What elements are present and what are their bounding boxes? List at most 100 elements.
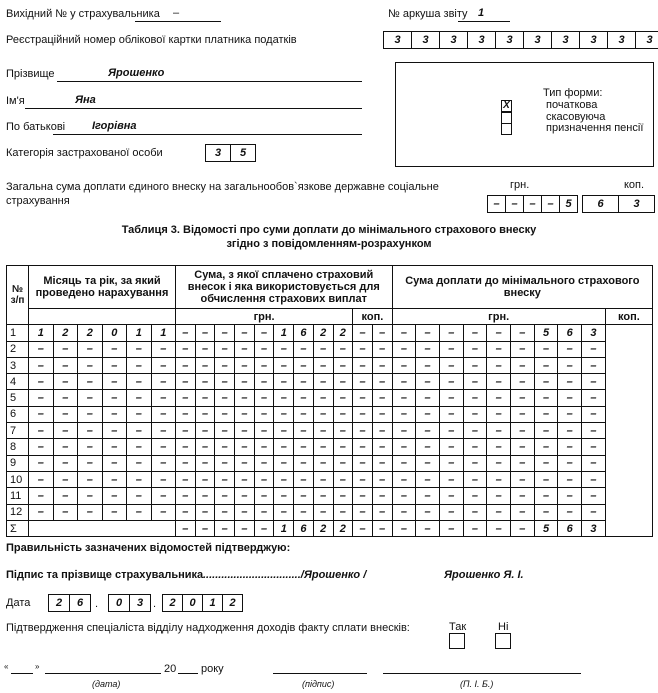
table-cell[interactable]: – — [253, 356, 275, 375]
table-cell[interactable]: 2 — [332, 324, 354, 342]
table-cell[interactable]: – — [253, 503, 275, 521]
table-cell[interactable]: – — [175, 438, 196, 456]
table-cell[interactable]: – — [557, 454, 583, 472]
table-cell[interactable]: – — [293, 356, 314, 375]
table-cell[interactable]: – — [312, 470, 334, 489]
table-cell[interactable]: – — [312, 454, 334, 472]
table-cell[interactable]: – — [486, 503, 511, 521]
table-cell[interactable]: – — [150, 340, 176, 358]
table-cell[interactable]: – — [194, 324, 216, 342]
table-cell[interactable]: – — [214, 503, 236, 521]
table-cell[interactable]: – — [101, 422, 127, 440]
table-cell[interactable]: – — [126, 373, 152, 391]
table-cell[interactable]: 6 — [293, 324, 314, 342]
table-cell[interactable]: – — [462, 422, 488, 440]
table-cell[interactable]: – — [150, 503, 176, 521]
table-cell[interactable]: – — [253, 470, 275, 489]
table-cell[interactable]: – — [332, 373, 354, 391]
table-cell[interactable]: – — [332, 487, 354, 505]
table-cell[interactable]: – — [52, 422, 78, 440]
table-cell[interactable]: – — [581, 373, 606, 391]
table-cell[interactable]: – — [352, 454, 373, 472]
table-cell[interactable]: 1 — [273, 324, 295, 342]
table-cell[interactable]: – — [557, 470, 583, 489]
table-cell[interactable]: – — [150, 487, 176, 505]
table-cell[interactable]: – — [28, 438, 54, 456]
table-cell[interactable]: – — [438, 422, 464, 440]
table-cell[interactable]: – — [462, 454, 488, 472]
table-cell[interactable]: – — [234, 422, 255, 440]
fullname-line[interactable] — [383, 673, 581, 674]
table-cell[interactable]: 5 — [533, 324, 559, 342]
table-cell[interactable]: – — [332, 454, 354, 472]
table-cell[interactable]: – — [126, 470, 152, 489]
table-cell[interactable]: – — [391, 438, 417, 456]
table-cell[interactable]: – — [486, 373, 511, 391]
table-cell[interactable]: – — [253, 389, 275, 407]
table-cell[interactable]: – — [234, 389, 255, 407]
table-cell[interactable]: – — [214, 324, 236, 342]
table-cell[interactable]: – — [462, 356, 488, 375]
table-cell[interactable]: – — [312, 356, 334, 375]
table-cell[interactable]: – — [391, 503, 417, 521]
table-cell[interactable]: – — [293, 438, 314, 456]
table-cell[interactable]: – — [150, 405, 176, 424]
table-cell[interactable]: – — [175, 356, 196, 375]
table-cell[interactable]: – — [77, 422, 103, 440]
table-cell[interactable]: – — [312, 389, 334, 407]
table-cell[interactable]: – — [77, 438, 103, 456]
table-cell[interactable]: – — [126, 454, 152, 472]
table-cell[interactable]: – — [533, 340, 559, 358]
table-cell[interactable]: – — [391, 487, 417, 505]
table-cell[interactable]: – — [581, 422, 606, 440]
total-grn-boxes[interactable]: – – – –5 — [487, 195, 578, 213]
table-cell[interactable]: – — [273, 470, 295, 489]
table-cell[interactable]: – — [581, 503, 606, 521]
table-cell[interactable]: – — [214, 340, 236, 358]
table-cell[interactable]: – — [194, 438, 216, 456]
table-cell[interactable]: – — [371, 454, 393, 472]
table-cell[interactable]: – — [438, 454, 464, 472]
form-type-checkbox[interactable] — [501, 123, 512, 135]
table-cell[interactable]: – — [371, 356, 393, 375]
table-cell[interactable]: – — [415, 373, 440, 391]
form-type-checkbox[interactable] — [501, 111, 512, 124]
table-cell[interactable]: – — [391, 454, 417, 472]
table-cell[interactable]: – — [52, 356, 78, 375]
table-cell[interactable]: 2 — [312, 519, 334, 538]
table-cell[interactable]: – — [415, 340, 440, 358]
table-cell[interactable]: – — [332, 470, 354, 489]
table-cell[interactable]: – — [415, 356, 440, 375]
table-cell[interactable]: – — [557, 340, 583, 358]
table-cell[interactable]: – — [28, 340, 54, 358]
table-cell[interactable]: – — [415, 324, 440, 342]
table-cell[interactable]: – — [101, 503, 127, 521]
table-cell[interactable]: – — [332, 405, 354, 424]
table-cell[interactable]: – — [293, 422, 314, 440]
table-cell[interactable]: – — [28, 422, 54, 440]
table-cell[interactable]: – — [510, 470, 535, 489]
table-cell[interactable]: – — [126, 487, 152, 505]
table-cell[interactable]: – — [371, 438, 393, 456]
table-cell[interactable]: – — [126, 340, 152, 358]
table-cell[interactable]: 2 — [312, 324, 334, 342]
table-cell[interactable]: – — [175, 389, 196, 407]
table-cell[interactable]: 1 — [273, 519, 295, 538]
table-cell[interactable]: – — [371, 519, 393, 538]
table-cell[interactable]: – — [126, 503, 152, 521]
table-cell[interactable]: – — [533, 422, 559, 440]
table-cell[interactable]: – — [194, 519, 216, 538]
table-cell[interactable]: – — [214, 487, 236, 505]
table-cell[interactable]: – — [415, 422, 440, 440]
table-cell[interactable]: – — [510, 487, 535, 505]
table-cell[interactable]: – — [126, 438, 152, 456]
signature-line[interactable] — [273, 673, 367, 674]
table-cell[interactable]: – — [581, 438, 606, 456]
table-cell[interactable]: – — [234, 503, 255, 521]
day-line[interactable] — [11, 673, 33, 674]
table-cell[interactable]: 1 — [150, 324, 176, 342]
table-cell[interactable]: – — [150, 373, 176, 391]
name-value[interactable]: Яна — [75, 94, 96, 106]
no-checkbox[interactable] — [495, 633, 511, 649]
table-cell[interactable]: – — [175, 422, 196, 440]
